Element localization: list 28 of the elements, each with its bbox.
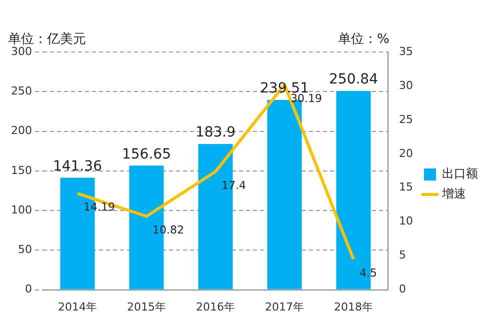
data-label: 183.9 [195, 124, 236, 141]
y-axis-title: 单位：亿美元 [8, 31, 86, 47]
legend-label: 出口额 [442, 166, 478, 181]
x-tick-label: 2017年 [265, 300, 304, 314]
y2-tick-label: 15 [399, 180, 414, 194]
y2-tick-label: 25 [399, 112, 414, 126]
y-tick-label: 250 [10, 84, 32, 98]
legend-label: 增速 [441, 186, 466, 201]
y-tick-label: 150 [10, 164, 32, 177]
data-label: 156.65 [122, 146, 171, 162]
y2-tick-label: 30 [399, 78, 414, 92]
y2-axis-title: 单位：% [338, 31, 390, 48]
x-tick-label: 2015年 [127, 300, 166, 314]
y-tick-label: 100 [10, 203, 32, 216]
data-label: 141.36 [52, 158, 102, 174]
y2-tick-label: 5 [399, 248, 406, 262]
y-tick-label: 200 [10, 124, 32, 138]
x-tick-label: 2018年 [334, 300, 373, 314]
x-tick-label: 2016年 [196, 300, 235, 314]
y2-tick-label: 35 [399, 44, 414, 58]
y2-tick-label: 10 [399, 214, 414, 228]
y2-tick-label: 20 [399, 146, 414, 160]
x-tick-label: 2014年 [58, 300, 97, 314]
y2-tick-label: 0 [399, 282, 406, 296]
y-tick-label: 50 [18, 243, 32, 256]
y-tick-label: 0 [24, 282, 32, 296]
y-tick-label: 300 [10, 44, 32, 58]
data-label: 250.84 [329, 72, 378, 88]
